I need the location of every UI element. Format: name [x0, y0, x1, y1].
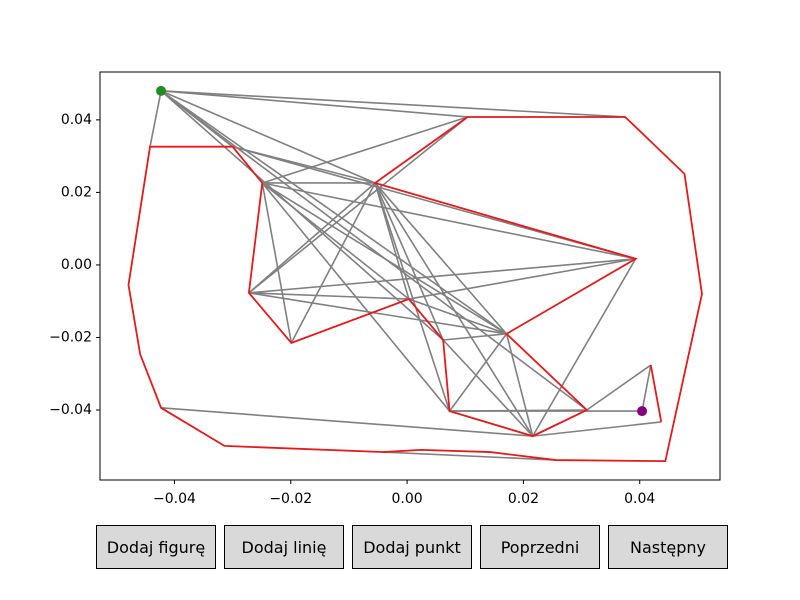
button[interactable]: Dodaj figurę	[96, 525, 216, 569]
edge	[248, 257, 636, 294]
edge	[383, 451, 557, 461]
edge	[262, 116, 468, 184]
y-tick-label: −0.04	[49, 402, 92, 418]
start-point	[156, 85, 167, 96]
edge	[505, 333, 534, 437]
x-tick-label: −0.02	[269, 491, 312, 507]
edge	[160, 90, 588, 411]
edge	[374, 182, 508, 335]
button[interactable]: Dodaj linię	[224, 525, 344, 569]
y-tick-label: 0.02	[61, 184, 92, 200]
edge	[248, 292, 507, 335]
edge	[641, 364, 652, 412]
edge	[161, 90, 468, 118]
boundary	[127, 116, 703, 463]
edge	[248, 182, 376, 294]
edge	[160, 90, 508, 335]
edge	[290, 182, 376, 344]
button[interactable]: Następny	[608, 525, 728, 569]
edge	[161, 407, 533, 437]
y-tick-label: −0.02	[49, 329, 92, 345]
x-tick-label: 0.02	[508, 491, 539, 507]
edge	[261, 182, 507, 335]
edge	[149, 90, 162, 147]
button[interactable]: Dodaj punkt	[352, 525, 472, 569]
x-tick-label: −0.04	[153, 491, 196, 507]
edge	[161, 90, 626, 118]
chart: −0.04 −0.02 0.00 0.02 0.04 −0.04 −0.02 0.00 0.02…	[49, 71, 721, 507]
edge	[160, 90, 376, 184]
x-tick-label: 0.00	[392, 491, 423, 507]
edge	[374, 182, 451, 412]
edge	[374, 182, 444, 341]
edge	[262, 182, 636, 260]
edge	[261, 182, 410, 300]
end-point	[637, 406, 648, 417]
edge	[532, 258, 637, 437]
y-tick-label: 0.00	[61, 257, 92, 273]
edge	[248, 116, 469, 294]
edge	[408, 257, 636, 300]
edge	[374, 182, 410, 300]
edge	[442, 339, 534, 437]
edge	[532, 421, 662, 437]
boundary	[649, 364, 663, 423]
edge	[408, 298, 507, 335]
button[interactable]: Poprzedni	[480, 525, 600, 569]
y-tick-label: 0.04	[61, 112, 92, 128]
edge	[248, 292, 409, 300]
x-tick-label: 0.04	[624, 491, 655, 507]
edge	[261, 182, 293, 344]
edge	[448, 333, 508, 412]
axes-frame	[99, 71, 721, 481]
edge	[586, 364, 652, 411]
edge	[443, 333, 507, 341]
edge	[374, 182, 534, 437]
